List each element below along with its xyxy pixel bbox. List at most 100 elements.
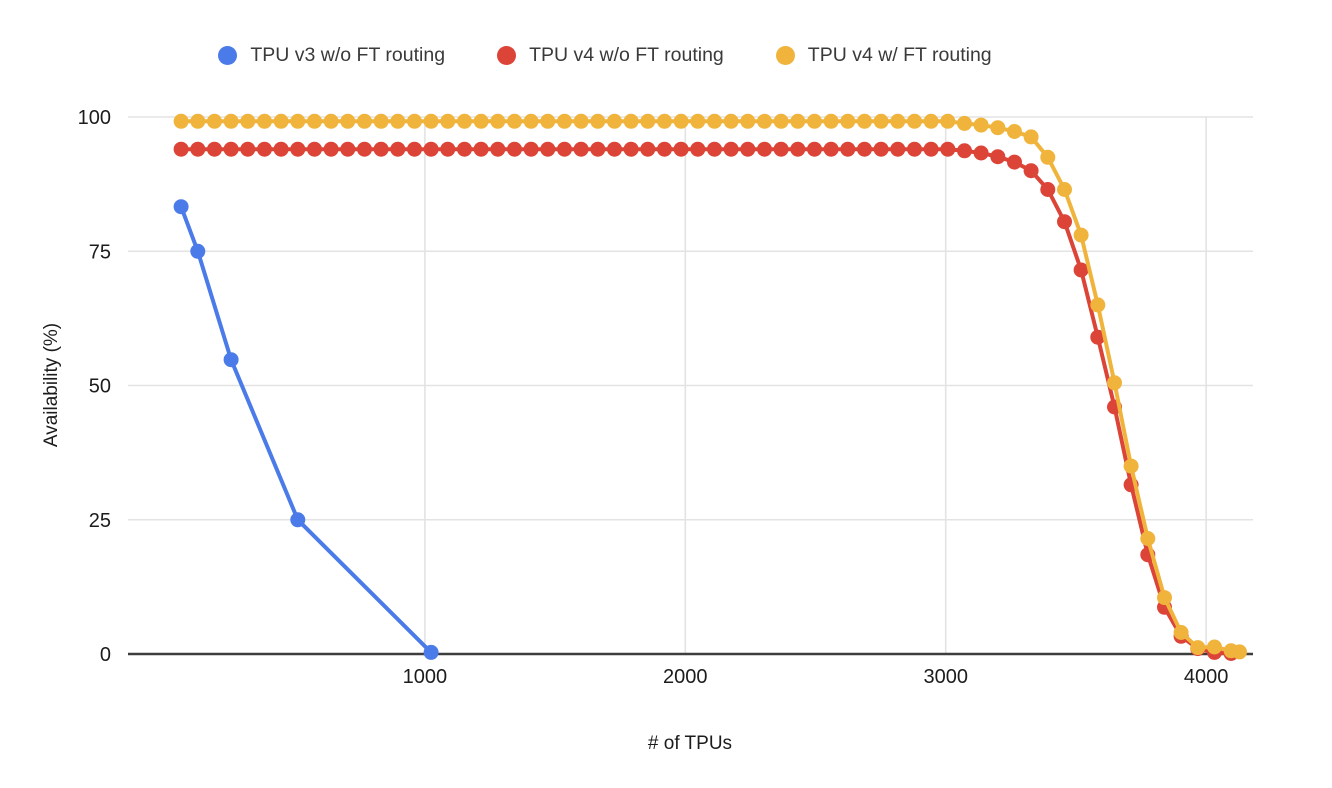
data-point xyxy=(757,141,772,157)
data-point xyxy=(657,113,672,129)
data-point xyxy=(823,141,839,157)
data-point xyxy=(507,141,522,157)
data-point xyxy=(657,141,672,157)
data-point xyxy=(1057,214,1072,230)
data-point xyxy=(523,113,539,129)
data-point xyxy=(390,141,406,157)
data-point xyxy=(190,141,206,157)
data-point xyxy=(990,120,1006,136)
data-point xyxy=(307,141,322,157)
data-point xyxy=(757,113,772,129)
data-point xyxy=(923,141,939,157)
x-tick-label: 2000 xyxy=(663,666,708,688)
data-point xyxy=(1040,149,1056,165)
data-point xyxy=(240,113,256,129)
legend-label: TPU v4 w/o FT routing xyxy=(529,43,724,66)
series-line xyxy=(179,119,1242,654)
data-point xyxy=(557,113,572,129)
data-point xyxy=(207,113,222,129)
y-tick-label: 25 xyxy=(89,510,111,532)
data-point xyxy=(740,141,756,157)
data-point xyxy=(390,113,406,129)
data-point xyxy=(1157,590,1172,606)
data-point xyxy=(407,141,422,157)
data-point xyxy=(907,113,922,129)
series-line xyxy=(179,204,434,655)
data-point xyxy=(673,141,689,157)
data-point xyxy=(223,141,239,157)
data-point xyxy=(640,141,656,157)
data-point xyxy=(290,113,306,129)
data-point xyxy=(540,113,556,129)
data-point xyxy=(457,141,472,157)
data-point xyxy=(607,113,622,129)
data-point xyxy=(373,113,389,129)
data-point xyxy=(890,113,906,129)
legend-item: TPU v4 w/o FT routing xyxy=(497,44,724,67)
data-point xyxy=(607,141,622,157)
data-point xyxy=(557,141,572,157)
data-point xyxy=(207,141,222,157)
y-tick-label: 50 xyxy=(89,376,111,398)
data-point xyxy=(973,117,989,133)
data-point xyxy=(1090,297,1106,313)
y-tick-label: 100 xyxy=(78,107,111,129)
data-point xyxy=(940,113,956,129)
data-point xyxy=(573,141,589,157)
data-point xyxy=(423,644,439,660)
data-point xyxy=(840,113,856,129)
y-tick-label: 75 xyxy=(89,241,111,263)
data-point xyxy=(973,145,989,161)
data-point xyxy=(290,141,306,157)
data-point xyxy=(1173,625,1189,640)
data-point xyxy=(773,113,789,129)
data-point xyxy=(190,113,206,129)
data-point xyxy=(307,113,322,129)
data-point xyxy=(690,113,706,129)
data-point xyxy=(440,141,456,157)
y-tick-label: 0 xyxy=(100,644,111,666)
data-point xyxy=(490,141,506,157)
x-tick-label: 1000 xyxy=(403,666,448,688)
data-point xyxy=(223,113,239,129)
x-axis-title: # of TPUs xyxy=(647,733,733,754)
data-point xyxy=(707,113,722,129)
data-point xyxy=(907,141,922,157)
data-point xyxy=(190,243,206,259)
data-point xyxy=(873,113,889,129)
data-point xyxy=(173,141,189,157)
data-point xyxy=(790,141,806,157)
data-point xyxy=(173,113,189,129)
data-point xyxy=(573,113,589,129)
data-point xyxy=(257,113,272,129)
data-point xyxy=(323,113,339,129)
data-point xyxy=(740,113,756,129)
data-point xyxy=(640,113,656,129)
data-point xyxy=(1007,154,1022,170)
data-point xyxy=(1232,644,1247,660)
data-point xyxy=(290,512,306,528)
data-point xyxy=(807,113,822,129)
data-point xyxy=(273,141,289,157)
data-point xyxy=(507,113,522,129)
data-point xyxy=(823,113,839,129)
data-point xyxy=(473,113,489,129)
data-point xyxy=(1007,124,1022,139)
data-point xyxy=(1123,458,1139,474)
legend-dot-icon xyxy=(775,45,795,65)
data-point xyxy=(957,115,972,131)
data-point xyxy=(273,113,289,129)
data-point xyxy=(790,113,806,129)
data-point xyxy=(423,141,439,157)
data-point xyxy=(340,113,356,129)
data-point xyxy=(890,141,906,157)
data-point xyxy=(1090,329,1106,345)
data-point xyxy=(257,141,272,157)
data-point xyxy=(807,141,822,157)
legend-item: TPU v3 w/o FT routing xyxy=(218,44,445,67)
data-point xyxy=(1023,129,1039,145)
x-tick-label: 4000 xyxy=(1184,666,1229,688)
data-point xyxy=(373,141,389,157)
